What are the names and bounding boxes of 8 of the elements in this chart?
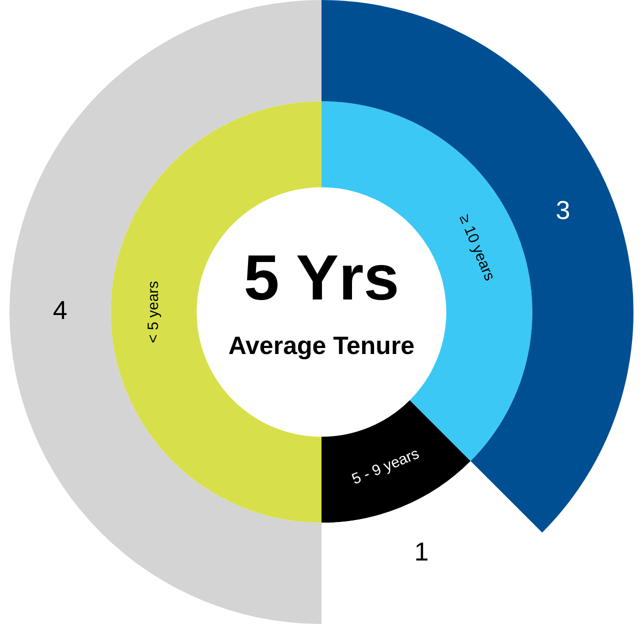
text: Average Tenure	[228, 332, 415, 360]
text: 5 Yrs	[244, 242, 400, 314]
slice-label: ≥ 10 years	[456, 212, 498, 284]
slice-label: < 5 years	[144, 280, 162, 344]
slice-label: 5 - 9 years	[350, 445, 422, 488]
data-label: 4	[52, 295, 68, 326]
data-label: 1	[414, 536, 429, 567]
data-label: 3	[556, 195, 570, 226]
